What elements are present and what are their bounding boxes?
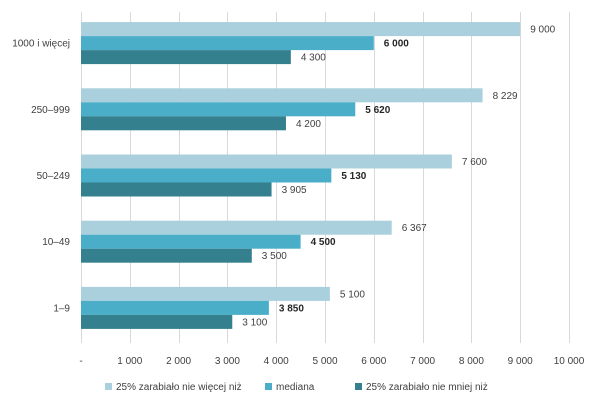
bar-4-3 — [81, 248, 252, 263]
legend-label-2: mediana — [276, 382, 315, 393]
legend-swatch-2 — [265, 383, 272, 390]
bar-2-3 — [81, 116, 286, 131]
x-tick-label-10: 10 000 — [554, 356, 585, 367]
data-label-1-2: 6 000 — [384, 39, 409, 50]
data-label-3-1: 7 600 — [462, 157, 487, 168]
data-label-2-1: 8 229 — [493, 91, 518, 102]
category-label-5: 1–9 — [53, 303, 70, 314]
x-tick-label-8: 8 000 — [459, 356, 484, 367]
bar-1-1 — [81, 22, 521, 37]
legend-label-3: 25% zarabiało nie mniej niż — [366, 382, 488, 393]
x-tick-labels: - 1 000 2 000 3 000 4 000 5 000 6 000 7 000 8 00… — [79, 356, 584, 367]
legend: 25% zarabiało nie więcej niż mediana 25% z… — [105, 382, 488, 393]
data-label-5-3: 3 100 — [242, 317, 267, 328]
x-tick-label-0: - — [79, 356, 82, 367]
data-label-5-1: 5 100 — [340, 289, 365, 300]
x-tick-label-4: 4 000 — [264, 356, 289, 367]
x-tick-label-5: 5 000 — [312, 356, 337, 367]
x-tick-label-1: 1 000 — [117, 356, 142, 367]
bar-1-3 — [81, 50, 291, 65]
data-label-2-2: 5 620 — [365, 105, 390, 116]
bar-4-2 — [81, 234, 301, 249]
data-label-2-3: 4 200 — [296, 119, 321, 130]
data-label-1-3: 4 300 — [301, 53, 326, 64]
category-label-2: 250–999 — [31, 105, 70, 116]
legend-swatch-1 — [105, 383, 112, 390]
bar-5-3 — [81, 314, 233, 329]
bar-2-1 — [81, 88, 483, 103]
bar-4-1 — [81, 220, 392, 235]
bar-5-2 — [81, 300, 269, 315]
legend-label-1: 25% zarabiało nie więcej niż — [116, 382, 242, 393]
x-tick-label-2: 2 000 — [166, 356, 191, 367]
data-label-3-2: 5 130 — [341, 171, 366, 182]
bar-3-2 — [81, 168, 332, 183]
data-label-5-2: 3 850 — [279, 303, 304, 314]
legend-swatch-3 — [355, 383, 362, 390]
bar-2-2 — [81, 102, 356, 117]
category-label-1: 1000 i więcej — [12, 39, 70, 50]
x-tick-label-3: 3 000 — [215, 356, 240, 367]
x-tick-label-7: 7 000 — [410, 356, 435, 367]
bar-1-2 — [81, 36, 374, 51]
data-label-3-3: 3 905 — [282, 185, 307, 196]
x-tick-label-9: 9 000 — [508, 356, 533, 367]
category-label-4: 10–49 — [42, 237, 70, 248]
category-labels: 1000 i więcej 250–999 50–249 10–49 1–9 — [12, 39, 70, 315]
bar-3-1 — [81, 154, 452, 169]
data-label-4-3: 3 500 — [262, 251, 287, 262]
bar-5-1 — [81, 286, 330, 301]
data-label-1-1: 9 000 — [530, 25, 555, 36]
x-tick-label-6: 6 000 — [361, 356, 386, 367]
category-label-3: 50–249 — [37, 171, 71, 182]
bars: 9 000 6 000 4 300 8 229 5 620 4 200 7 600 5 130… — [81, 22, 556, 329]
data-label-4-2: 4 500 — [311, 237, 336, 248]
data-label-4-1: 6 367 — [402, 223, 427, 234]
bar-3-3 — [81, 182, 272, 197]
